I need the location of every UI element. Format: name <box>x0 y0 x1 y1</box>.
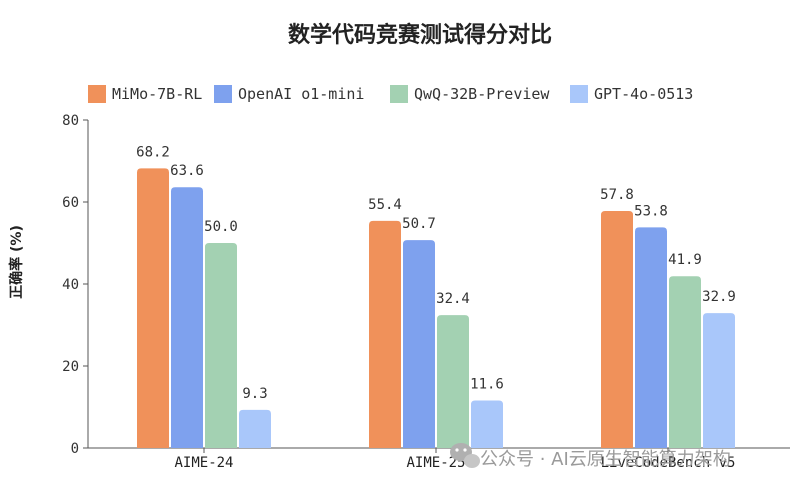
data-label-openai-o1-mini-aime-24: 63.6 <box>170 163 204 179</box>
legend-item-gpt-4o-0513: GPT-4o-0513 <box>570 85 693 103</box>
wechat-icon <box>450 443 480 468</box>
legend-swatch <box>214 85 232 103</box>
data-label-gpt-4o-0513-aime-24: 9.3 <box>242 386 267 402</box>
chart-title: 数学代码竞赛测试得分对比 <box>288 22 552 48</box>
bar-gpt-4o-0513-aime-25 <box>471 400 503 448</box>
bar-gpt-4o-0513-livecodebench-v5 <box>703 313 735 448</box>
x-tick-label-aime-25: AIME-25 <box>406 455 465 471</box>
legend-item-openai-o1-mini: OpenAI o1-mini <box>214 85 364 103</box>
bar-mimo-7b-rl-livecodebench-v5 <box>601 211 633 448</box>
data-label-mimo-7b-rl-aime-25: 55.4 <box>368 197 402 213</box>
data-label-gpt-4o-0513-livecodebench-v5: 32.9 <box>702 289 736 305</box>
y-tick-label: 80 <box>62 113 79 129</box>
legend-swatch <box>570 85 588 103</box>
bar-qwq-32b-preview-aime-24 <box>205 243 237 448</box>
data-label-mimo-7b-rl-livecodebench-v5: 57.8 <box>600 187 634 203</box>
data-label-qwq-32b-preview-aime-24: 50.0 <box>204 219 238 235</box>
legend-item-qwq-32b-preview: QwQ-32B-Preview <box>390 85 550 103</box>
watermark-text: 公众号 · AI云原生智能算力架构 <box>480 449 731 470</box>
y-tick-label: 40 <box>62 277 79 293</box>
bar-gpt-4o-0513-aime-24 <box>239 409 271 448</box>
legend-swatch <box>88 85 106 103</box>
x-tick-label-livecodebench-v5: LiveCodeBench v5 <box>601 455 736 471</box>
data-label-mimo-7b-rl-aime-24: 68.2 <box>136 144 170 160</box>
watermark: 公众号 · AI云原生智能算力架构 <box>450 443 731 470</box>
bars <box>137 168 735 449</box>
legend-label: QwQ-32B-Preview <box>414 85 550 103</box>
y-axis: 0 20 40 60 80 <box>62 113 89 457</box>
legend-item-mimo-7b-rl: MiMo-7B-RL <box>88 85 202 103</box>
y-tick-label: 20 <box>62 359 79 375</box>
data-label-gpt-4o-0513-aime-25: 11.6 <box>470 376 504 392</box>
legend: MiMo-7B-RL OpenAI o1-mini QwQ-32B-Preview G… <box>88 85 693 103</box>
data-label-qwq-32b-preview-aime-25: 32.4 <box>436 291 470 307</box>
bar-mimo-7b-rl-aime-24 <box>137 168 169 448</box>
x-tick-label-aime-24: AIME-24 <box>174 455 233 471</box>
y-axis-label: 正确率 (%) <box>8 225 25 299</box>
data-label-openai-o1-mini-livecodebench-v5: 53.8 <box>634 203 668 219</box>
bar-openai-o1-mini-livecodebench-v5 <box>635 227 667 448</box>
legend-label: OpenAI o1-mini <box>238 85 364 103</box>
legend-label: GPT-4o-0513 <box>594 85 693 103</box>
data-label-openai-o1-mini-aime-25: 50.7 <box>402 216 436 232</box>
bar-qwq-32b-preview-aime-25 <box>437 315 469 448</box>
y-tick-label: 60 <box>62 195 79 211</box>
bar-mimo-7b-rl-aime-25 <box>369 220 401 448</box>
legend-swatch <box>390 85 408 103</box>
bar-openai-o1-mini-aime-25 <box>403 240 435 448</box>
bar-qwq-32b-preview-livecodebench-v5 <box>669 276 701 448</box>
legend-label: MiMo-7B-RL <box>112 85 202 103</box>
bar-openai-o1-mini-aime-24 <box>171 187 203 449</box>
data-labels: 68.263.6 50.0 9.3 55.450.7 32.4 11.6 57.853.8 4… <box>136 144 736 401</box>
y-tick-label: 0 <box>71 441 79 457</box>
data-label-qwq-32b-preview-livecodebench-v5: 41.9 <box>668 252 702 268</box>
